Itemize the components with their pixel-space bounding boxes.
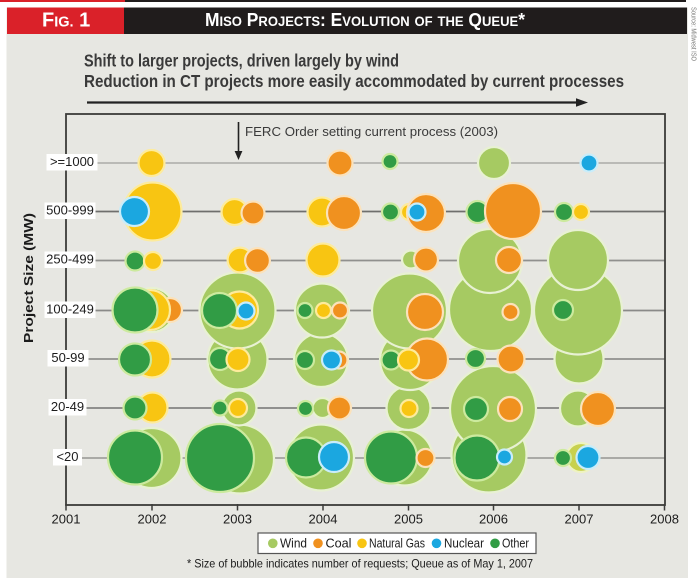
svg-text:* Size of bubble indicates num: * Size of bubble indicates number of req… [187, 557, 533, 571]
svg-text:Reduction in CT projects more: Reduction in CT projects more easily acc… [84, 71, 624, 91]
svg-text:Source: Midwest ISO: Source: Midwest ISO [690, 7, 697, 61]
svg-text:>=1000: >=1000 [50, 154, 94, 169]
svg-text:2007: 2007 [565, 512, 594, 527]
svg-text:100-249: 100-249 [46, 302, 94, 317]
svg-text:Natural Gas: Natural Gas [369, 537, 425, 551]
svg-text:Shift to larger projects, driv: Shift to larger projects, driven largely… [84, 51, 399, 71]
svg-text:Wind: Wind [280, 537, 307, 551]
svg-text:Project Size (MW): Project Size (MW) [22, 213, 36, 343]
svg-text:50-99: 50-99 [51, 350, 84, 365]
svg-text:2003: 2003 [223, 512, 252, 527]
svg-text:500-999: 500-999 [46, 203, 94, 218]
svg-text:2008: 2008 [650, 512, 679, 527]
svg-text:<20: <20 [56, 449, 78, 464]
svg-text:250-499: 250-499 [46, 252, 94, 267]
svg-text:2002: 2002 [138, 512, 167, 527]
svg-text:20-49: 20-49 [51, 399, 84, 414]
svg-text:Nuclear: Nuclear [444, 537, 484, 551]
svg-text:FIG. 1: FIG. 1 [42, 10, 90, 32]
svg-text:2006: 2006 [479, 512, 508, 527]
svg-text:MISO PROJECTS: EVOLUTION OF TH: MISO PROJECTS: EVOLUTION OF THE QUEUE* [205, 10, 525, 30]
svg-text:2004: 2004 [309, 512, 338, 527]
svg-text:Coal: Coal [326, 537, 352, 551]
svg-text:Other: Other [502, 537, 529, 551]
svg-text:2001: 2001 [52, 512, 81, 527]
svg-text:2005: 2005 [394, 512, 423, 527]
svg-text:FERC Order setting current pro: FERC Order setting current process (2003… [245, 125, 498, 139]
